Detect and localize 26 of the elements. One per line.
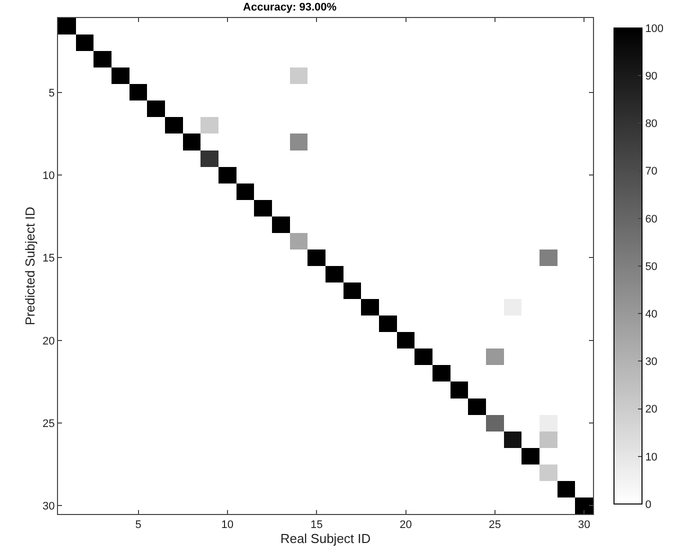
x-tick-label: 20 — [400, 519, 412, 532]
y-tick-label: 30 — [42, 500, 55, 513]
color-bar-label: 100 — [645, 22, 664, 35]
x-tick-label: 15 — [310, 519, 323, 532]
color-bar-label: 50 — [645, 260, 658, 273]
x-tick-label: 25 — [488, 519, 502, 532]
y-tick-label: 25 — [42, 418, 55, 430]
color-bar-label: 80 — [645, 118, 658, 130]
color-bar-label: 60 — [645, 213, 658, 226]
color-bar-label: 0 — [645, 498, 652, 511]
x-tick-label: 30 — [578, 519, 590, 532]
color-bar-label: 10 — [645, 451, 658, 464]
x-tick-label: 5 — [135, 519, 142, 532]
color-bar-label: 40 — [645, 308, 658, 320]
chart-title: Accuracy: 93.00% — [243, 1, 337, 14]
color-bar-label: 30 — [645, 356, 658, 368]
x-tick-label: 10 — [221, 519, 234, 532]
y-tick-label: 15 — [42, 252, 55, 265]
y-tick-label: 10 — [42, 170, 55, 182]
color-bar-label: 70 — [645, 166, 658, 178]
y-tick-label: 20 — [42, 335, 55, 348]
color-bar-label: 90 — [645, 70, 658, 82]
y-tick-label: 5 — [48, 87, 55, 100]
y-axis-title: Predicted Subject ID — [22, 206, 38, 326]
x-axis-title: Real Subject ID — [280, 531, 371, 546]
color-bar-label: 20 — [645, 404, 658, 416]
